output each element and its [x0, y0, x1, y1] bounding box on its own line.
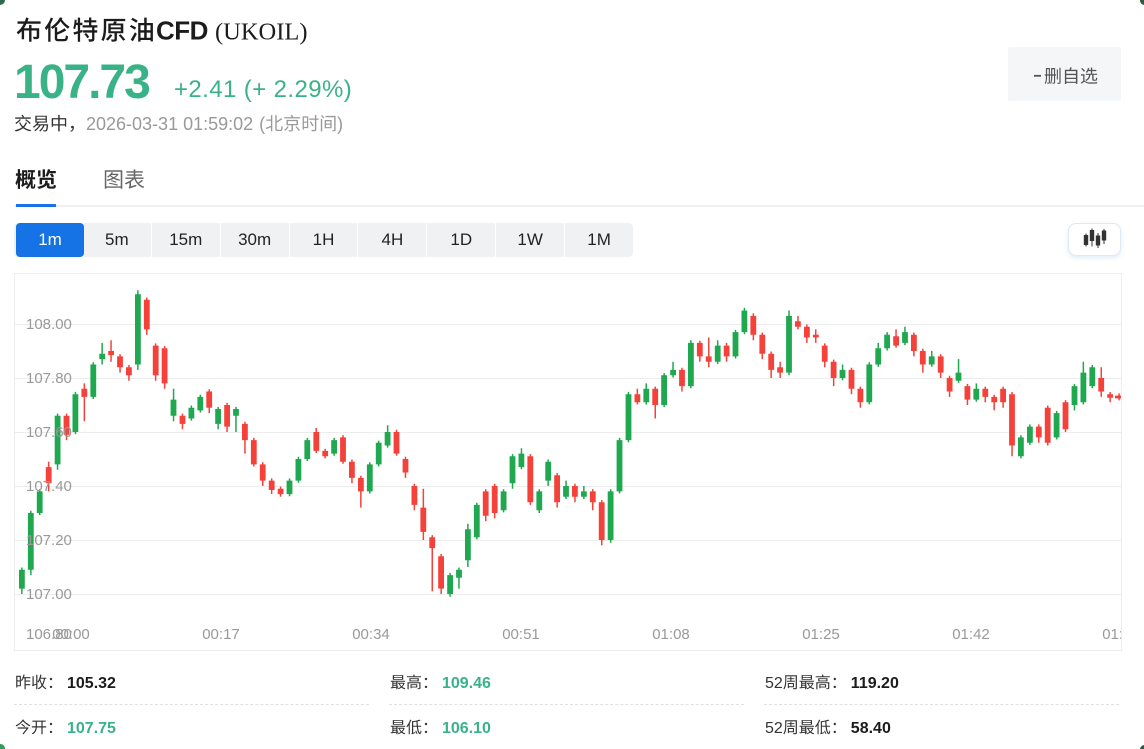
svg-text:108.00: 108.00 — [26, 316, 72, 333]
svg-text:119.20: 119.20 — [851, 675, 899, 692]
svg-text:107.40: 107.40 — [26, 478, 72, 495]
svg-text:(: ( — [259, 114, 265, 134]
svg-text:01:08: 01:08 — [652, 626, 690, 643]
svg-text:107.75: 107.75 — [67, 720, 116, 737]
svg-text:00:00: 00:00 — [52, 626, 90, 643]
svg-text:52: 52 — [765, 675, 783, 692]
svg-text:01:59: 01:59 — [1102, 626, 1121, 643]
svg-text:00:34: 00:34 — [352, 626, 390, 643]
svg-text:01:42: 01:42 — [952, 626, 990, 643]
svg-text:): ) — [337, 114, 343, 134]
svg-text:106.80: 106.80 — [26, 626, 72, 643]
svg-text:107.20: 107.20 — [26, 532, 72, 549]
svg-text:107.80: 107.80 — [26, 370, 72, 387]
svg-text:105.32: 105.32 — [67, 675, 116, 692]
svg-text:00:17: 00:17 — [202, 626, 240, 643]
svg-text:52: 52 — [765, 720, 783, 737]
svg-text:(UKOIL): (UKOIL) — [215, 19, 308, 46]
svg-text:107.60: 107.60 — [26, 424, 72, 441]
svg-text:CFD: CFD — [156, 16, 208, 46]
svg-text:107.00: 107.00 — [26, 586, 72, 603]
svg-text:109.46: 109.46 — [442, 675, 491, 692]
svg-text:01:25: 01:25 — [802, 626, 840, 643]
svg-text:00:51: 00:51 — [502, 626, 540, 643]
svg-text:2026-03-31 01:59:02: 2026-03-31 01:59:02 — [86, 114, 253, 134]
svg-text:58.40: 58.40 — [851, 720, 891, 737]
svg-text:106.10: 106.10 — [442, 720, 491, 737]
